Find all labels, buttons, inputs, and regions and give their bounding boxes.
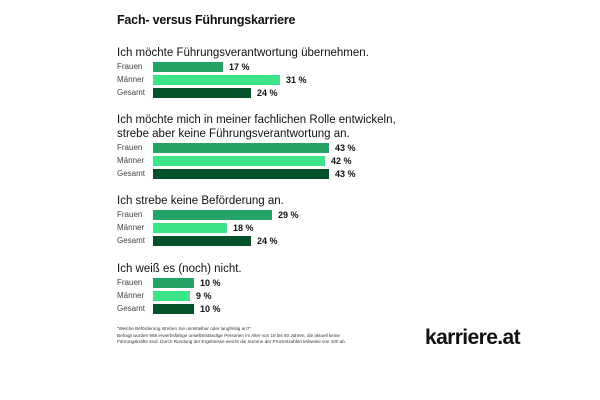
bar-3-frauen: [153, 210, 272, 220]
bar-2-gesamt: [153, 169, 329, 179]
footnote-question: "Welche Beförderung streben Sie unmittel…: [117, 326, 251, 331]
question-label-line: Ich möchte mich in meiner fachlichen Rol…: [117, 114, 396, 126]
question-label-4: Ich weiß es (noch) nicht.: [117, 262, 242, 276]
value-label: 24 %: [257, 88, 278, 98]
category-label-frauen: Frauen: [117, 143, 143, 152]
question-label-line: Ich möchte Führungsverantwortung überneh…: [117, 47, 369, 59]
category-label-maenner: Männer: [117, 75, 145, 84]
category-label-maenner: Männer: [117, 156, 145, 165]
value-label: 43 %: [335, 169, 356, 179]
brand-logo: karriere.at: [425, 326, 521, 349]
category-label-gesamt: Gesamt: [117, 88, 146, 97]
footnote: "Welche Beförderung streben Sie unmittel…: [117, 326, 417, 346]
value-label: 17 %: [229, 62, 250, 72]
bar-4-gesamt: [153, 304, 194, 314]
bar-3-gesamt: [153, 236, 251, 246]
bar-4-maenner: [153, 291, 190, 301]
footnote-method-1: Befragt wurden 968 erwerbsfähige unselbs…: [117, 332, 340, 338]
value-label: 10 %: [200, 304, 221, 314]
footnote-method-2: Führungskräfte sind. Durch Rundung der E…: [117, 339, 347, 345]
value-label: 31 %: [286, 75, 307, 85]
chart-title: Fach- versus Führungskarriere: [117, 13, 296, 27]
bar-2-maenner: [153, 156, 325, 166]
question-label-line: Ich strebe keine Beförderung an.: [117, 195, 284, 207]
value-label: 29 %: [278, 210, 299, 220]
category-label-frauen: Frauen: [117, 210, 143, 219]
value-label: 42 %: [331, 156, 352, 166]
question-label-3: Ich strebe keine Beförderung an.: [117, 194, 284, 208]
category-label-maenner: Männer: [117, 291, 145, 300]
bar-3-maenner: [153, 223, 227, 233]
value-label: 10 %: [200, 278, 221, 288]
question-label-line: strebe aber keine Führungsverantwortung …: [117, 128, 350, 140]
value-label: 24 %: [257, 236, 278, 246]
category-label-gesamt: Gesamt: [117, 169, 146, 178]
category-label-frauen: Frauen: [117, 278, 143, 287]
bar-4-frauen: [153, 278, 194, 288]
question-label-2: Ich möchte mich in meiner fachlichen Rol…: [117, 113, 396, 141]
category-label-maenner: Männer: [117, 223, 145, 232]
category-label-gesamt: Gesamt: [117, 304, 146, 313]
bar-1-gesamt: [153, 88, 251, 98]
value-label: 43 %: [335, 143, 356, 153]
question-label-1: Ich möchte Führungsverantwortung überneh…: [117, 46, 369, 60]
category-label-frauen: Frauen: [117, 62, 143, 71]
bar-2-frauen: [153, 143, 329, 153]
question-label-line: Ich weiß es (noch) nicht.: [117, 263, 242, 275]
bar-1-frauen: [153, 62, 223, 72]
bar-1-maenner: [153, 75, 280, 85]
value-label: 18 %: [233, 223, 254, 233]
value-label: 9 %: [196, 291, 212, 301]
category-label-gesamt: Gesamt: [117, 236, 146, 245]
